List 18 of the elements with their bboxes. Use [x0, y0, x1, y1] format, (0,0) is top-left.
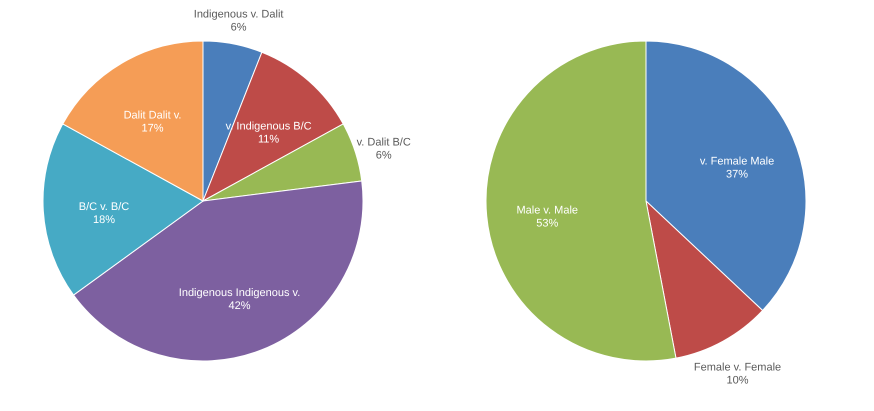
slice-label: Female v. Female	[694, 362, 782, 374]
slice-label: v. Dalit B/C	[356, 136, 411, 148]
data-label: 18%	[92, 214, 116, 226]
data-label: 42%	[228, 300, 251, 312]
data-label: 11%	[258, 134, 280, 146]
slice-label: Dalit Dalit v.	[124, 110, 182, 122]
slice-label: Indigenous v. Dalit	[194, 8, 284, 20]
slice-label: v. Female Male	[700, 156, 774, 168]
slice-label: v. Indigenous B/C	[226, 120, 312, 133]
data-label: 37%	[726, 168, 748, 181]
data-label: 10%	[726, 374, 749, 386]
slice-label: Male v. Male	[516, 204, 578, 216]
slice-label: B/C v. B/C	[78, 201, 130, 214]
data-label: 17%	[141, 122, 164, 135]
data-label: 6%	[376, 149, 392, 162]
data-label: 6%	[230, 21, 247, 34]
data-label: 53%	[536, 217, 558, 230]
slice-label: Indigenous Indigenous v.	[178, 287, 300, 300]
